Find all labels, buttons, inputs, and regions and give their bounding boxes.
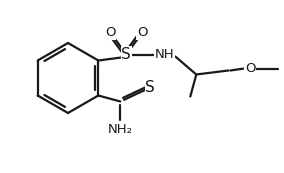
Text: S: S — [145, 80, 155, 95]
Text: NH₂: NH₂ — [108, 123, 133, 136]
Text: S: S — [122, 47, 131, 62]
Text: O: O — [137, 26, 148, 39]
Text: O: O — [105, 26, 116, 39]
Text: O: O — [245, 62, 256, 75]
Text: NH: NH — [154, 48, 174, 61]
